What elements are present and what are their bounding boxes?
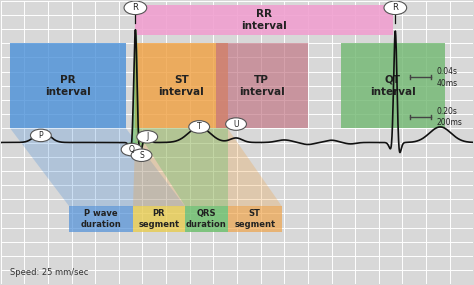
Text: 200ms: 200ms bbox=[437, 118, 462, 127]
Circle shape bbox=[131, 149, 152, 162]
FancyBboxPatch shape bbox=[10, 43, 126, 128]
Text: P: P bbox=[38, 131, 43, 140]
Circle shape bbox=[226, 118, 246, 130]
Circle shape bbox=[121, 143, 142, 156]
Circle shape bbox=[124, 1, 147, 15]
Text: 0.04s: 0.04s bbox=[437, 67, 457, 76]
Text: R: R bbox=[132, 3, 138, 12]
Circle shape bbox=[137, 131, 157, 143]
FancyBboxPatch shape bbox=[69, 206, 133, 232]
Text: QRS
duration: QRS duration bbox=[186, 209, 227, 229]
Circle shape bbox=[384, 1, 407, 15]
Circle shape bbox=[189, 121, 210, 133]
FancyBboxPatch shape bbox=[133, 206, 185, 232]
Text: J: J bbox=[146, 132, 148, 141]
FancyBboxPatch shape bbox=[216, 43, 308, 128]
Text: P wave
duration: P wave duration bbox=[81, 209, 121, 229]
Circle shape bbox=[30, 129, 51, 142]
FancyBboxPatch shape bbox=[136, 5, 393, 35]
Text: PR
interval: PR interval bbox=[45, 75, 91, 97]
Text: 40ms: 40ms bbox=[437, 79, 457, 88]
Text: RR
interval: RR interval bbox=[241, 9, 287, 31]
Text: ST
interval: ST interval bbox=[159, 75, 204, 97]
Text: R: R bbox=[392, 3, 398, 12]
Text: T: T bbox=[197, 122, 201, 131]
Polygon shape bbox=[136, 128, 228, 206]
FancyBboxPatch shape bbox=[228, 206, 282, 232]
Text: Q: Q bbox=[128, 145, 135, 154]
Text: TP
interval: TP interval bbox=[239, 75, 285, 97]
Text: ST
segment: ST segment bbox=[234, 209, 275, 229]
Text: Speed: 25 mm/sec: Speed: 25 mm/sec bbox=[10, 268, 89, 277]
Text: 0.20s: 0.20s bbox=[437, 107, 457, 115]
Polygon shape bbox=[10, 128, 185, 206]
FancyBboxPatch shape bbox=[341, 43, 445, 128]
Polygon shape bbox=[133, 128, 282, 206]
Text: QT
interval: QT interval bbox=[370, 75, 416, 97]
Text: PR
segment: PR segment bbox=[138, 209, 180, 229]
Text: S: S bbox=[139, 151, 144, 160]
Text: U: U bbox=[233, 120, 239, 129]
FancyBboxPatch shape bbox=[136, 43, 228, 128]
FancyBboxPatch shape bbox=[185, 206, 228, 232]
